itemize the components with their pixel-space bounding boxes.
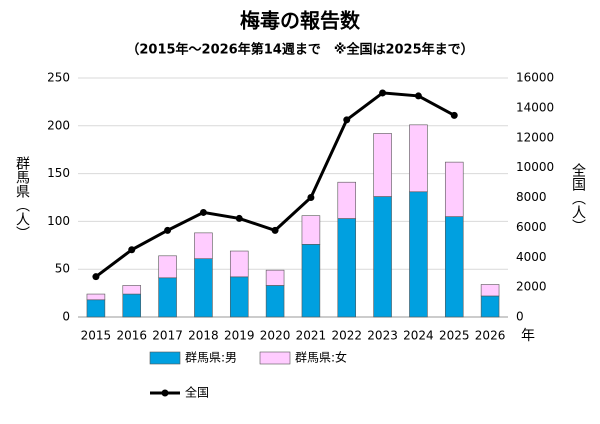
line-marker bbox=[414, 92, 422, 100]
bar bbox=[301, 244, 321, 318]
bar bbox=[265, 285, 285, 318]
y-tick-label: 100 bbox=[47, 214, 70, 228]
y-tick-label: 150 bbox=[47, 166, 70, 180]
bar bbox=[229, 250, 249, 278]
bar bbox=[122, 293, 142, 318]
bar bbox=[373, 196, 392, 318]
y2-tick-label: 8000 bbox=[516, 190, 547, 204]
bar bbox=[480, 284, 500, 297]
line-marker bbox=[199, 208, 207, 216]
line-marker bbox=[128, 246, 136, 254]
bar bbox=[122, 285, 142, 295]
line-marker bbox=[164, 226, 172, 234]
y2-tick-label: 12000 bbox=[516, 130, 554, 144]
line-marker bbox=[343, 116, 351, 124]
line-marker bbox=[92, 273, 100, 281]
x-tick-label: 2017 bbox=[152, 329, 183, 343]
x-tick-label: 2016 bbox=[116, 329, 147, 343]
line-marker bbox=[450, 111, 458, 119]
bar bbox=[373, 133, 392, 197]
x-tick-label: 2015 bbox=[81, 329, 112, 343]
y2-tick-label: 14000 bbox=[516, 100, 554, 114]
legend-label: 群馬県:女 bbox=[295, 350, 347, 365]
x-tick-label: 2026 bbox=[475, 329, 506, 343]
bar bbox=[158, 255, 177, 279]
chart-subtitle: （2015年～2026年第14週まで ※全国は2025年まで） bbox=[126, 42, 473, 58]
y2-tick-label: 0 bbox=[516, 310, 524, 324]
y-axis-title: 群馬県（人） bbox=[14, 156, 30, 240]
legend-swatch bbox=[259, 351, 291, 365]
y-tick-label: 0 bbox=[62, 310, 70, 324]
y2-tick-label: 6000 bbox=[516, 220, 547, 234]
line bbox=[95, 91, 455, 278]
bar bbox=[194, 258, 213, 318]
bar bbox=[229, 276, 249, 318]
line-marker bbox=[307, 194, 315, 201]
bar bbox=[265, 269, 285, 286]
x-tick-label: 2018 bbox=[188, 329, 219, 343]
bar bbox=[409, 124, 428, 193]
bar bbox=[86, 293, 106, 301]
y-tick-label: 50 bbox=[55, 262, 70, 276]
y-tick-label: 250 bbox=[47, 71, 70, 85]
y2-tick-label: 4000 bbox=[516, 250, 547, 264]
legend-label: 全国 bbox=[185, 385, 209, 400]
bar bbox=[301, 215, 321, 245]
bar bbox=[444, 161, 464, 217]
line-marker bbox=[379, 89, 387, 97]
x-tick-label: 2024 bbox=[403, 329, 434, 343]
bar bbox=[337, 218, 357, 318]
y2-tick-label: 10000 bbox=[516, 160, 554, 174]
x-tick-label: 2019 bbox=[224, 329, 255, 343]
legend-marker bbox=[161, 389, 169, 397]
x-axis-title: 年 bbox=[521, 328, 535, 344]
x-tick-label: 2020 bbox=[260, 329, 291, 343]
line-marker bbox=[235, 214, 243, 222]
y-tick-label: 200 bbox=[47, 118, 70, 132]
x-tick-label: 2025 bbox=[439, 329, 470, 343]
line-marker bbox=[271, 226, 279, 234]
x-tick-label: 2023 bbox=[367, 329, 398, 343]
bar bbox=[86, 299, 106, 318]
y2-tick-label: 2000 bbox=[516, 280, 547, 294]
bar bbox=[409, 191, 428, 318]
chart-title: 梅毒の報告数 bbox=[240, 9, 361, 33]
bar bbox=[337, 181, 357, 219]
bar bbox=[194, 232, 213, 259]
legend-label: 群馬県:男 bbox=[185, 351, 237, 365]
bar bbox=[444, 216, 464, 318]
y2-tick-label: 16000 bbox=[516, 71, 554, 85]
bar bbox=[158, 277, 177, 318]
x-tick-label: 2021 bbox=[296, 329, 327, 343]
legend-swatch bbox=[149, 351, 181, 365]
bar bbox=[480, 295, 500, 318]
x-tick-label: 2022 bbox=[331, 329, 362, 343]
y2-axis-title: 全国（人） bbox=[570, 162, 586, 233]
